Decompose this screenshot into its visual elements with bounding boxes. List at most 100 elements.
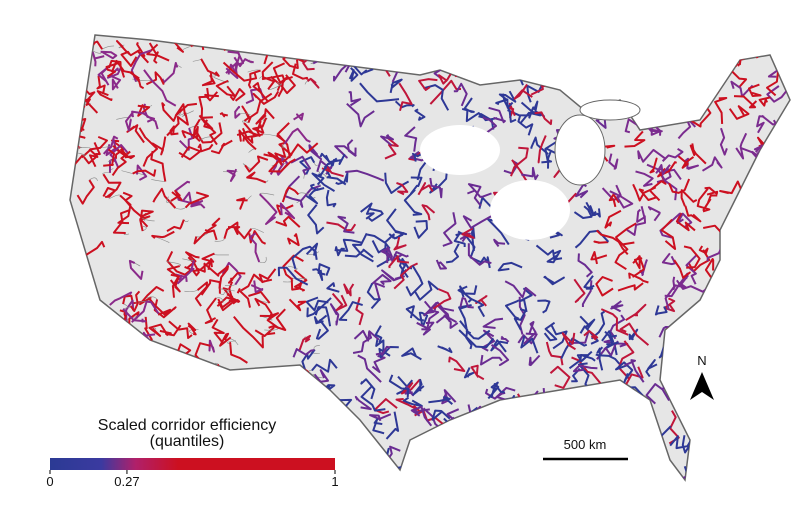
corridor [193,229,218,245]
corridor [707,65,725,75]
corridor [200,116,214,130]
corridor [711,471,720,480]
corridor [274,35,304,43]
corridor [464,431,475,443]
corridor [645,383,670,405]
corridor [705,66,719,88]
corridor [456,39,470,59]
corridor [145,471,166,480]
corridor [374,325,384,343]
terrain-line [269,445,284,451]
corridor [772,139,787,162]
corridor [595,276,614,297]
corridor [102,135,119,155]
corridor [568,354,596,370]
corridor [255,35,269,45]
corridor [318,157,338,177]
corridor [534,111,553,126]
corridor [601,330,615,343]
corridor [163,481,183,497]
corridor [750,35,772,42]
corridor [334,455,349,470]
corridor [643,35,665,38]
corridor [620,36,637,51]
corridor [717,345,733,365]
corridor [198,87,210,121]
corridor [505,299,520,320]
terrain-line [214,238,225,242]
corridor [116,40,141,57]
corridor [504,280,537,299]
corridor [505,455,531,480]
corridor [224,381,261,402]
terrain-line [166,261,182,267]
corridor [673,42,711,65]
corridor [537,135,547,164]
terrain-line [105,408,118,412]
corridor [626,215,646,236]
corridor [385,411,400,440]
corridor [240,273,273,292]
corridor [575,183,589,199]
corridor [136,41,150,64]
corridor [171,361,202,383]
corridor [553,401,586,441]
corridor [258,268,277,284]
corridor [161,62,179,84]
corridor [131,300,160,323]
terrain-line [70,266,74,272]
corridor [551,59,565,77]
corridor [305,187,319,205]
corridor [423,84,450,111]
corridor [555,58,580,71]
terrain-line [316,394,331,398]
corridor [412,378,425,396]
corridor [70,283,76,300]
corridor [680,189,698,207]
corridor [204,91,219,102]
corridor [459,297,474,309]
corridor [378,346,399,359]
corridor [324,153,346,165]
corridor [70,73,71,99]
corridor [132,169,157,177]
corridor [439,431,459,443]
corridor [463,367,475,379]
corridor [533,35,551,48]
corridor [355,296,364,326]
corridor [211,318,225,343]
corridor [660,218,677,250]
corridor [184,191,209,209]
terrain-line [188,124,199,129]
corridor [498,419,518,436]
corridor [93,351,105,363]
corridor [583,275,595,290]
corridor [261,61,276,90]
corridor [623,70,648,82]
terrain-line [245,47,262,50]
corridor [648,45,666,65]
terrain-line [304,80,308,85]
terrain-line [84,473,99,477]
corridor [629,477,646,480]
lakes [420,99,641,240]
corridor [546,249,562,264]
corridor [571,356,602,384]
corridor [305,37,322,57]
corridor [298,428,323,458]
corridor [577,477,591,480]
corridor [357,441,377,458]
terrain-line [134,262,141,267]
corridor [413,220,428,239]
corridor [600,308,629,336]
corridor [401,471,414,480]
corridor [469,297,486,318]
corridor [369,413,392,422]
corridor [617,282,644,292]
corridor [625,303,647,322]
corridor [93,379,106,404]
terrain-line [262,133,278,137]
corridor [178,146,202,161]
corridor [352,331,373,354]
scale-label: 500 km [564,437,607,452]
